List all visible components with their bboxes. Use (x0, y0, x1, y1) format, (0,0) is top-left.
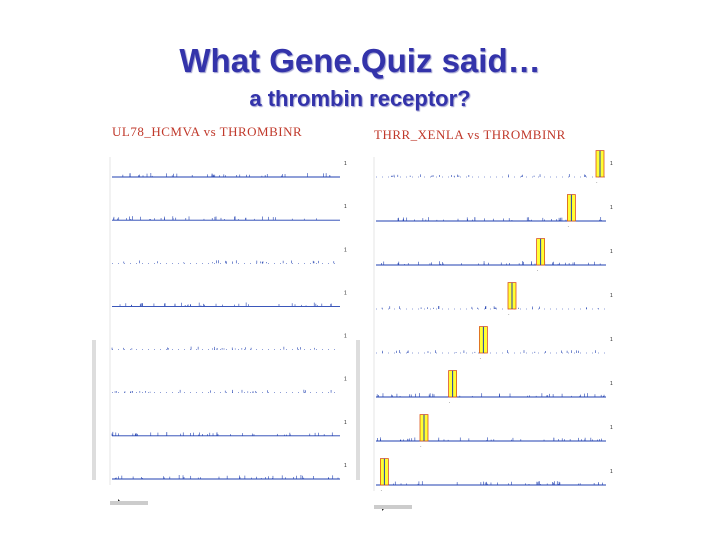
left-x-axis-label-bar (110, 501, 148, 505)
left-row-marker: 1 (344, 334, 347, 340)
right-row-marker: 1 (610, 249, 613, 255)
left-panel-title: UL78_HCMVA vs THROMBINR (112, 124, 303, 139)
right-peak-label: · (380, 488, 382, 494)
left-row-marker: 1 (344, 247, 347, 253)
right-x-axis-label-bar (374, 505, 412, 509)
right-peak-label: · (449, 400, 451, 406)
right-y-axis-label-bar (356, 340, 360, 480)
left-row-marker: 1 (344, 377, 347, 383)
right-row-marker: 1 (610, 205, 613, 211)
right-peak-label: · (537, 268, 539, 274)
right-peak-label: · (567, 224, 569, 230)
left-row-marker: 1 (344, 161, 347, 167)
right-row-marker: 1 (610, 425, 613, 431)
right-row-marker: 1 (610, 469, 613, 475)
right-peak-label: · (508, 312, 510, 318)
right-row-marker: 1 (610, 161, 613, 167)
left-row-marker: 1 (344, 204, 347, 210)
slide-subtitle: a thrombin receptor? (249, 86, 471, 111)
left-row-marker: 1 (344, 420, 347, 426)
slide-title: What Gene.Quiz said… (179, 42, 541, 79)
right-row-marker: 1 (610, 381, 613, 387)
right-panel-title: THRR_XENLA vs THROMBINR (374, 127, 566, 142)
right-peak-label: · (479, 356, 481, 362)
left-y-axis-label-bar (92, 340, 96, 480)
left-row-marker: 1 (344, 463, 347, 469)
right-row-marker: 1 (610, 337, 613, 343)
right-peak-label: · (420, 444, 422, 450)
right-peak-label: · (596, 180, 598, 186)
left-row-marker: 1 (344, 290, 347, 296)
right-row-marker: 1 (610, 293, 613, 299)
